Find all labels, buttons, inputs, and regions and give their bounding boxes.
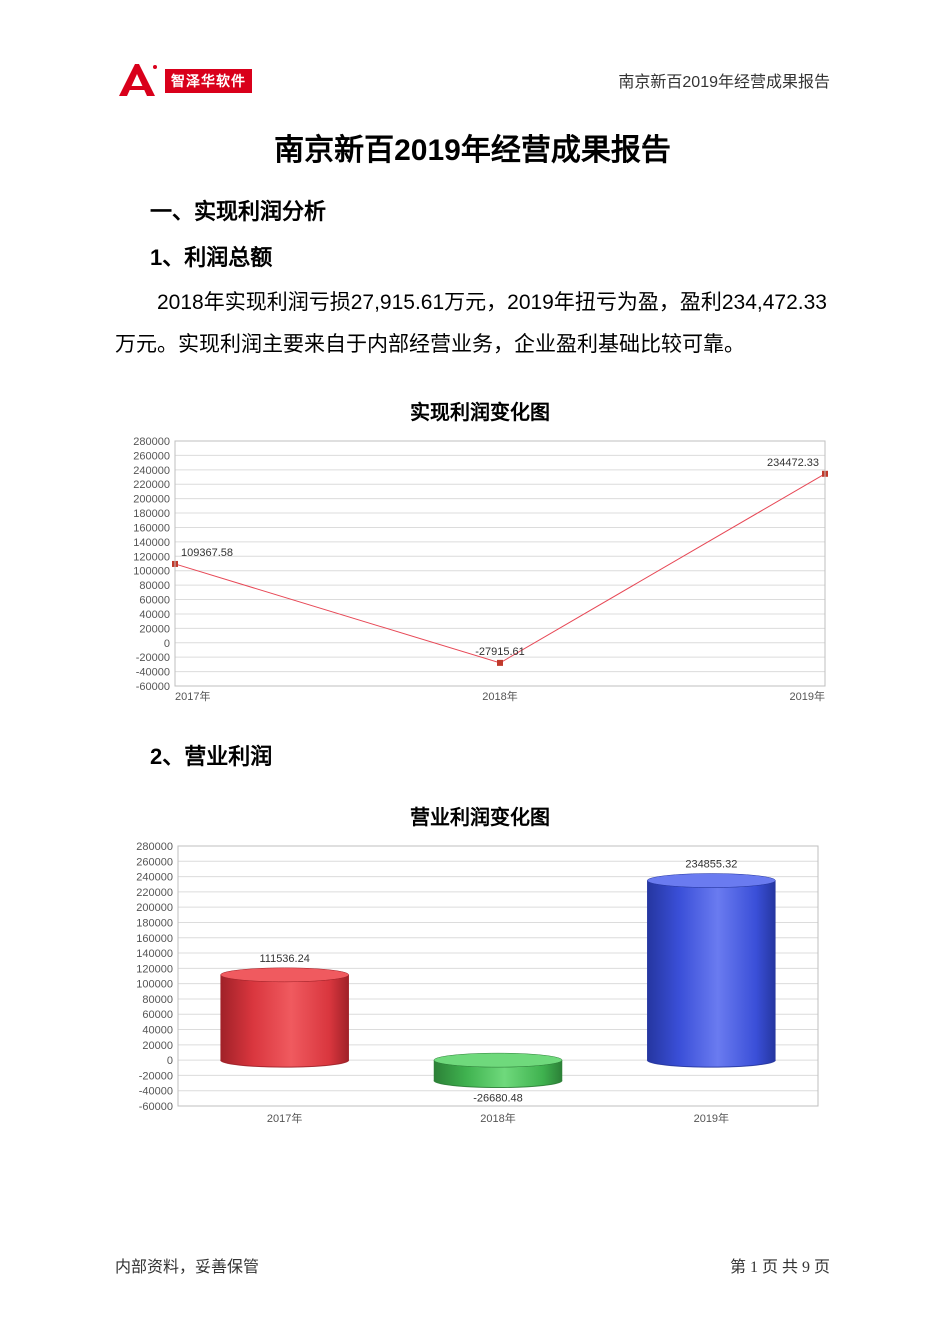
svg-text:260000: 260000 xyxy=(133,450,170,462)
svg-text:2017年: 2017年 xyxy=(175,689,210,703)
svg-text:220000: 220000 xyxy=(136,887,173,899)
svg-text:0: 0 xyxy=(164,638,170,650)
chart-2-wrap: 营业利润变化图 -60000 -40000 -20000 0 20000 40000 600… xyxy=(130,801,830,1136)
subsection-heading-1: 1、利润总额 xyxy=(150,240,830,272)
svg-text:2018年: 2018年 xyxy=(480,1111,515,1125)
svg-text:280000: 280000 xyxy=(133,436,170,448)
svg-text:200000: 200000 xyxy=(133,494,170,506)
svg-text:120000: 120000 xyxy=(136,963,173,975)
chart-1-title: 实现利润变化图 xyxy=(130,396,830,425)
svg-text:2017年: 2017年 xyxy=(267,1111,302,1125)
footer-left: 内部资料，妥善保管 xyxy=(115,1253,259,1277)
svg-text:111536.24: 111536.24 xyxy=(259,953,309,965)
svg-text:0: 0 xyxy=(167,1055,173,1067)
footer-right: 第 1 页 共 9 页 xyxy=(730,1253,830,1277)
svg-text:-40000: -40000 xyxy=(139,1086,173,1098)
subsection-heading-2: 2、营业利润 xyxy=(150,739,830,771)
chart-1-wrap: 实现利润变化图 -60000 -40000 -20000 0 20000 40000 600… xyxy=(130,396,830,711)
paragraph-1: 2018年实现利润亏损27,915.61万元，2019年扭亏为盈，盈利234,4… xyxy=(115,282,830,366)
svg-text:160000: 160000 xyxy=(133,522,170,534)
svg-text:20000: 20000 xyxy=(142,1040,173,1052)
svg-text:2019年: 2019年 xyxy=(694,1111,729,1125)
svg-text:-20000: -20000 xyxy=(139,1070,173,1082)
chart-2-title: 营业利润变化图 xyxy=(130,801,830,830)
svg-text:20000: 20000 xyxy=(139,623,170,635)
svg-text:160000: 160000 xyxy=(136,933,173,945)
svg-text:80000: 80000 xyxy=(142,994,173,1006)
svg-text:-60000: -60000 xyxy=(136,681,170,693)
section-heading: 一、实现利润分析 xyxy=(150,194,830,226)
svg-text:-27915.61: -27915.61 xyxy=(475,646,525,658)
page-footer: 内部资料，妥善保管 第 1 页 共 9 页 xyxy=(115,1253,830,1277)
svg-text:100000: 100000 xyxy=(136,979,173,991)
svg-text:80000: 80000 xyxy=(139,580,170,592)
svg-text:-40000: -40000 xyxy=(136,667,170,679)
page-title: 南京新百2019年经营成果报告 xyxy=(0,125,945,169)
svg-text:200000: 200000 xyxy=(136,902,173,914)
svg-text:-60000: -60000 xyxy=(139,1101,173,1113)
svg-text:280000: 280000 xyxy=(136,841,173,853)
svg-text:240000: 240000 xyxy=(133,465,170,477)
svg-text:120000: 120000 xyxy=(133,551,170,563)
svg-text:234855.32: 234855.32 xyxy=(685,859,737,871)
svg-text:220000: 220000 xyxy=(133,479,170,491)
chart-1: -60000 -40000 -20000 0 20000 40000 60000 80000 1… xyxy=(130,431,830,711)
svg-text:260000: 260000 xyxy=(136,856,173,868)
svg-text:-20000: -20000 xyxy=(136,652,170,664)
logo-mark-icon xyxy=(115,60,161,102)
svg-text:100000: 100000 xyxy=(133,566,170,578)
svg-text:180000: 180000 xyxy=(133,508,170,520)
chart-2: -60000 -40000 -20000 0 20000 40000 60000 80000 1… xyxy=(130,836,830,1136)
header-right-text: 南京新百2019年经营成果报告 xyxy=(618,68,830,92)
svg-text:60000: 60000 xyxy=(139,595,170,607)
svg-text:40000: 40000 xyxy=(139,609,170,621)
logo: 智泽华软件 xyxy=(115,60,252,102)
svg-text:2018年: 2018年 xyxy=(482,689,517,703)
svg-text:40000: 40000 xyxy=(142,1025,173,1037)
page-header: 智泽华软件 南京新百2019年经营成果报告 xyxy=(0,60,945,110)
svg-text:60000: 60000 xyxy=(142,1009,173,1021)
svg-text:180000: 180000 xyxy=(136,917,173,929)
svg-text:240000: 240000 xyxy=(136,872,173,884)
svg-text:140000: 140000 xyxy=(133,537,170,549)
content: 一、实现利润分析 1、利润总额 2018年实现利润亏损27,915.61万元，2… xyxy=(150,180,830,1136)
svg-text:234472.33: 234472.33 xyxy=(767,457,819,469)
svg-text:140000: 140000 xyxy=(136,948,173,960)
svg-text:-26680.48: -26680.48 xyxy=(473,1093,523,1105)
svg-text:2019年: 2019年 xyxy=(790,689,825,703)
logo-text: 智泽华软件 xyxy=(165,69,252,93)
svg-text:109367.58: 109367.58 xyxy=(181,547,233,559)
